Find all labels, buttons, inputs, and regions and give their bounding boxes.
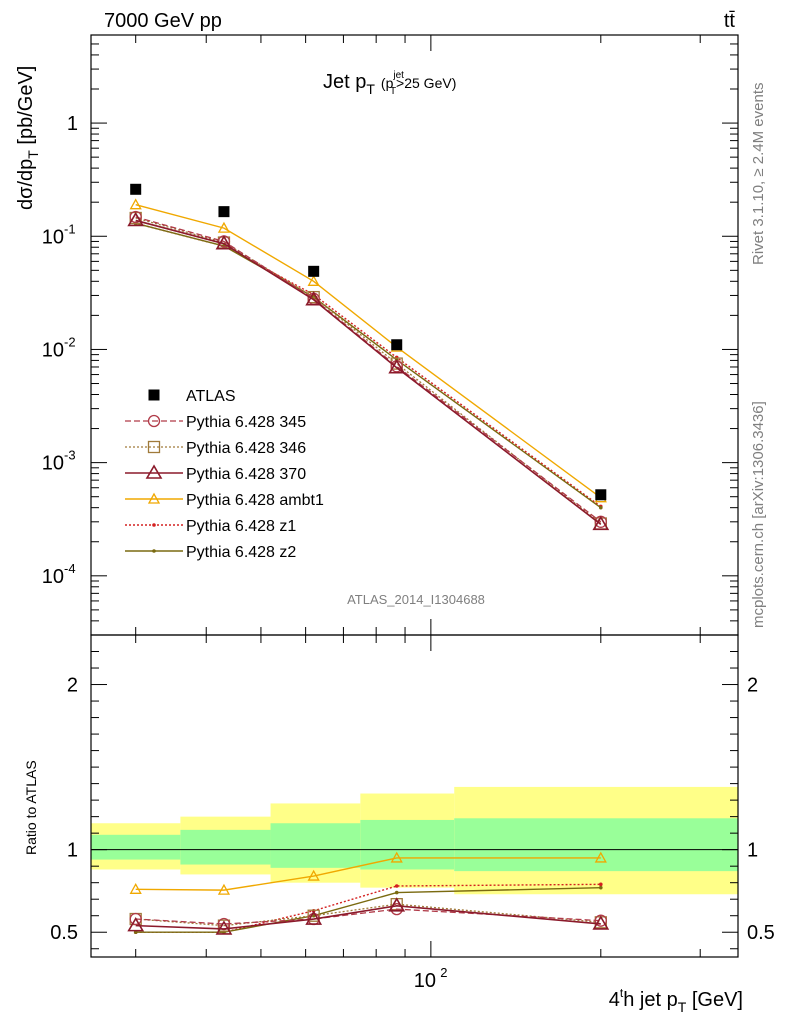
legend-marker-pythia-6-428-z2 [152, 549, 156, 553]
main-y-tick-label: 1 [67, 113, 78, 135]
ratio-line-pythia-6-428-346 [135, 903, 601, 927]
legend-marker-pythia-6-428-345 [147, 414, 161, 428]
main-line-pythia-6-428-z1 [135, 222, 602, 508]
ratio-point-pythia-6-428-ambt1 [390, 851, 403, 863]
ratio-y-tick-label-right: 1 [747, 840, 758, 862]
main-point-atlas [308, 265, 320, 277]
ratio-line-pythia-6-428-370 [135, 905, 601, 930]
ratio-y-tick-label: 0.5 [50, 922, 78, 944]
main-point-atlas [218, 206, 230, 218]
main-point-pythia-6-428-345 [129, 210, 142, 224]
main-point-pythia-6-428-ambt1 [307, 274, 320, 286]
main-y-tick-label: 10 [42, 226, 64, 248]
legend-label-pythia-6-428-z1: Pythia 6.428 z1 [186, 518, 296, 535]
plot-title-cut-sup: jet [392, 70, 404, 81]
legend-marker-pythia-6-428-370 [145, 464, 163, 479]
ratio-panel: 10 2 0.5 0.5 1 1 2 2 [50, 634, 775, 992]
ratio-y-axis-label: Ratio to ATLAS [23, 760, 39, 855]
plot-title-main: Jet p [323, 71, 366, 93]
main-point-pythia-6-428-370 [592, 515, 610, 531]
ratio-point-pythia-6-428-370 [215, 920, 233, 935]
main-point-pythia-6-428-370 [127, 211, 145, 227]
plot-title-cut-sub: T [390, 86, 396, 97]
ratio-point-pythia-6-428-370 [592, 915, 610, 930]
main-line-pythia-6-428-370 [135, 219, 602, 525]
ratio-point-pythia-6-428-370 [127, 917, 145, 932]
mcplots-label: mcplots.cern.ch [arXiv:1306.3436] [750, 401, 767, 628]
x-tick-label: 10 [414, 970, 436, 992]
ratio-point-pythia-6-428-ambt1 [129, 882, 142, 894]
ratio-point-pythia-6-428-ambt1 [307, 869, 320, 881]
ratio-point-pythia-6-428-345 [594, 914, 607, 927]
ratio-line-pythia-6-428-ambt1 [135, 857, 601, 891]
ratio-y-tick-label: 1 [67, 840, 78, 862]
plot-title-sub: T [366, 81, 375, 97]
main-y-tick-label-exp: -3 [64, 448, 76, 463]
ratio-band-inner [454, 818, 738, 872]
legend-marker-pythia-6-428-346 [147, 440, 161, 454]
ratio-frame [90, 634, 739, 958]
legend-label-atlas: ATLAS [186, 388, 236, 405]
legend-marker-pythia-6-428-ambt1 [147, 492, 161, 504]
main-point-pythia-6-428-370 [215, 235, 233, 250]
main-y-tick-label: 10 [42, 566, 64, 588]
ratio-line-pythia-6-428-345 [135, 908, 601, 925]
legend-label-pythia-6-428-346: Pythia 6.428 346 [186, 440, 306, 457]
ratio-y-tick-label: 2 [67, 675, 78, 697]
ratio-point-pythia-6-428-z1 [599, 882, 603, 887]
ratio-point-pythia-6-428-z2 [599, 885, 603, 890]
ratio-band-inner [180, 829, 271, 865]
main-y-axis-label: dσ/dpT [pb/GeV] [15, 66, 41, 210]
ratio-y-tick-label-right: 2 [747, 675, 758, 697]
main-point-pythia-6-428-370 [305, 291, 323, 306]
ratio-point-pythia-6-428-370 [305, 910, 323, 925]
ratio-point-pythia-6-428-ambt1 [217, 883, 231, 895]
ratio-point-pythia-6-428-346 [307, 909, 320, 922]
main-y-tick-label-exp: -1 [64, 221, 76, 236]
ratio-band-inner [360, 819, 455, 870]
x-axis-label: 4th jet pT [GeV] [609, 986, 743, 1015]
main-y-tick-label-exp: -2 [64, 334, 76, 349]
ratio-point-pythia-6-428-345 [129, 912, 142, 926]
plot-title: Jet pT (pjet T>25 GeV) [323, 70, 456, 97]
ratio-point-pythia-6-428-370 [388, 897, 406, 912]
main-point-pythia-6-428-z2 [599, 505, 603, 510]
energy-label: 7000 GeV pp [104, 10, 222, 32]
main-y-tick-label: 10 [42, 453, 64, 475]
main-line-pythia-6-428-ambt1 [135, 204, 602, 499]
legend-label-pythia-6-428-345: Pythia 6.428 345 [186, 414, 306, 431]
analysis-id-label: ATLAS_2014_I1304688 [347, 592, 485, 607]
plot-title-cut: (p [381, 75, 394, 91]
ratio-point-pythia-6-428-z2 [394, 890, 399, 895]
main-line-pythia-6-428-346 [135, 217, 602, 524]
x-tick-label-exp: 2 [440, 965, 447, 980]
legend-label-pythia-6-428-z2: Pythia 6.428 z2 [186, 544, 296, 561]
main-y-tick-label-exp: -4 [64, 561, 76, 576]
legend-label-pythia-6-428-ambt1: Pythia 6.428 ambt1 [186, 492, 324, 509]
main-point-atlas [595, 489, 607, 501]
main-point-atlas [391, 339, 403, 351]
ratio-y-tick-label-right: 0.5 [747, 922, 775, 944]
main-y-tick-label: 10 [42, 339, 64, 361]
legend: ATLAS Pythia 6.428 345 Pythia 6.428 346 Pyt… [125, 388, 324, 561]
main-point-atlas [130, 183, 142, 195]
plot-title-cut-rest: >25 GeV) [396, 75, 456, 91]
legend-marker-pythia-6-428-z1 [152, 523, 156, 527]
ratio-point-pythia-6-428-z1 [394, 884, 399, 888]
rivet-version-label: Rivet 3.1.10, ≥ 2.4M events [750, 83, 767, 266]
ratio-point-pythia-6-428-ambt1 [594, 851, 607, 863]
process-label: tt̄ [724, 10, 736, 32]
ratio-band-inner [91, 834, 181, 860]
ratio-band-inner [270, 823, 361, 868]
legend-marker-atlas [148, 389, 160, 401]
main-point-pythia-6-428-370 [388, 359, 406, 374]
main-point-pythia-6-428-ambt1 [217, 221, 231, 233]
main-panel: 10 -410 -310 -210 -11 [42, 34, 739, 957]
main-point-pythia-6-428-ambt1 [129, 198, 142, 210]
legend-label-pythia-6-428-370: Pythia 6.428 370 [186, 466, 306, 483]
